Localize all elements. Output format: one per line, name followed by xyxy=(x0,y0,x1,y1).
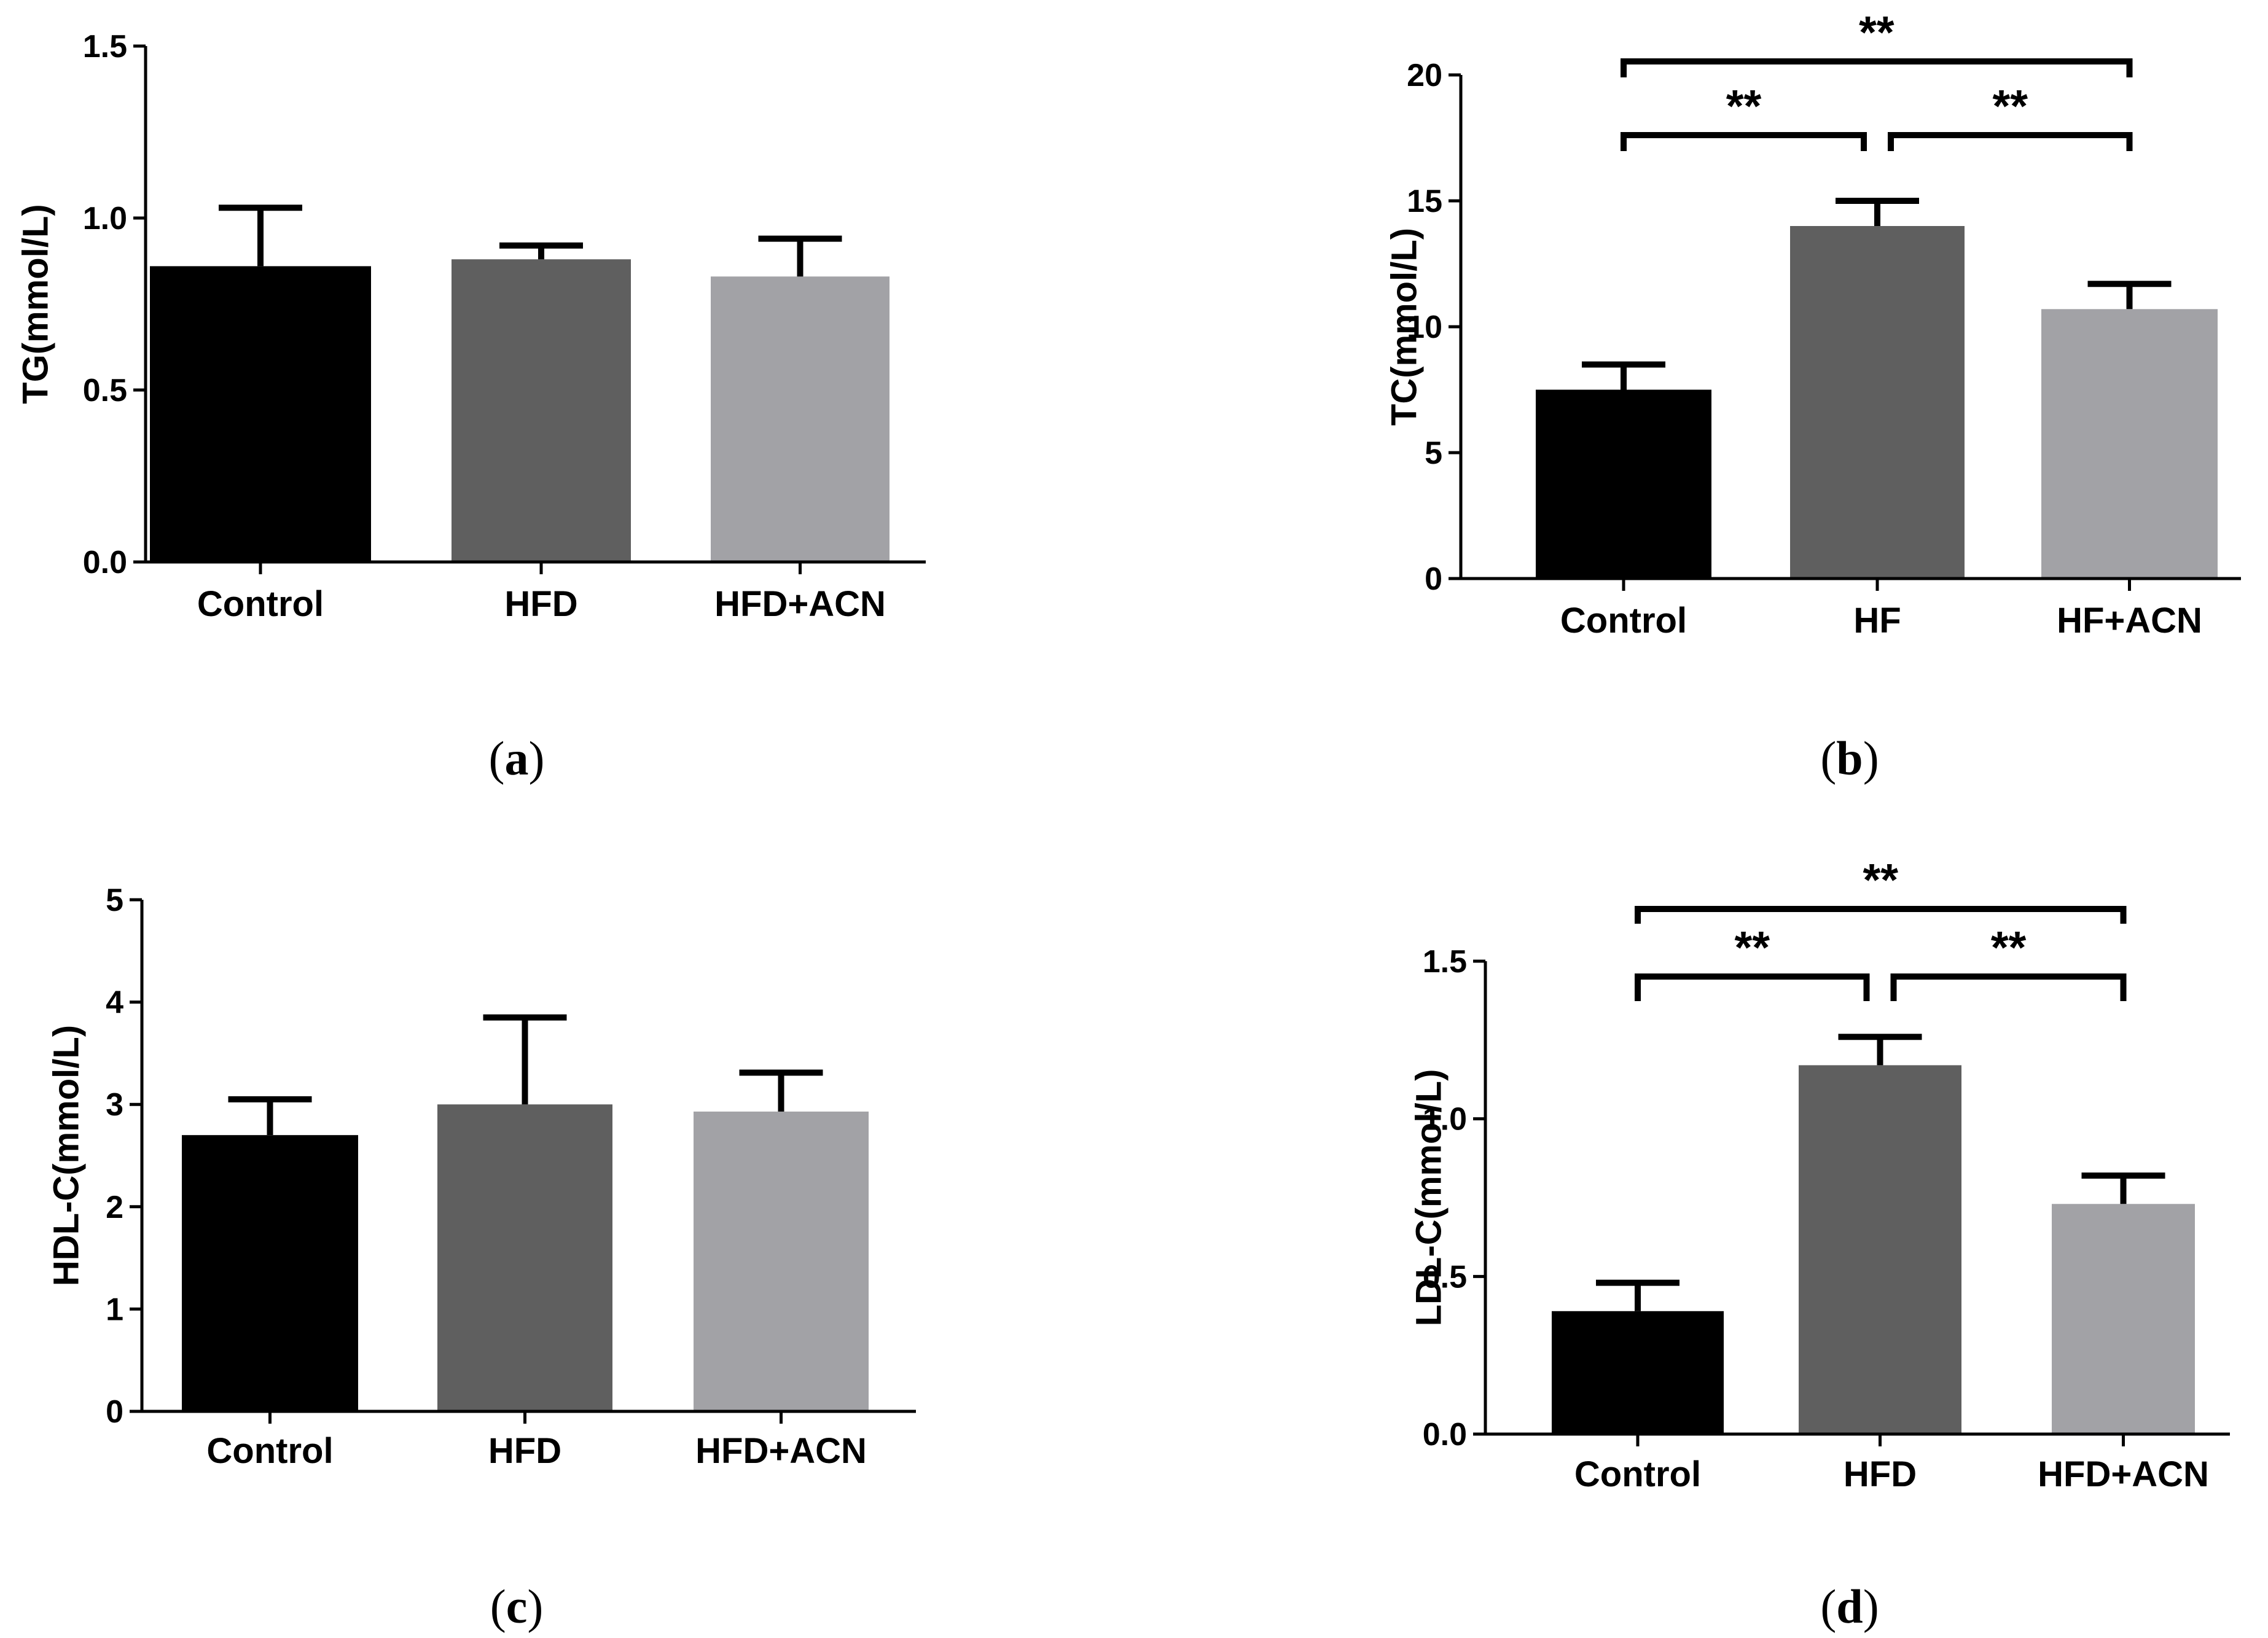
panel-label: (c) xyxy=(490,1580,544,1633)
y-axis-title: TC(mmol/L) xyxy=(1384,228,1424,426)
bar-control xyxy=(150,266,371,562)
panel-a-tg-chart: 0.0 0.5 1.0 1.5 Control HFD HFD+ACN TG(mmol/L) (… xyxy=(15,29,926,785)
y-tick-label: 0 xyxy=(106,1394,123,1430)
y-tick-label: 5 xyxy=(106,883,123,918)
significance-label: ** xyxy=(1734,922,1770,973)
bar-control xyxy=(1536,389,1711,579)
category-label: HFD+ACN xyxy=(695,1431,867,1471)
significance-label: ** xyxy=(1863,854,1898,905)
y-tick-label: 1.5 xyxy=(1423,944,1467,980)
category-label: HFD xyxy=(488,1431,561,1471)
category-label: HFD xyxy=(1844,1454,1917,1494)
panel-b-tc-chart: 0 5 10 15 20 Control HF HF+ACN TC(mmol/L) ** ** ** (… xyxy=(1384,7,2241,785)
error-bar xyxy=(1582,361,1665,390)
bar-hfd-acn xyxy=(694,1111,869,1411)
error-bar xyxy=(739,1069,823,1112)
error-bar xyxy=(758,235,842,277)
error-bar xyxy=(219,205,302,267)
bar-control xyxy=(1552,1311,1724,1434)
significance-bracket xyxy=(1621,132,1867,151)
y-axis-title: TG(mmol/L) xyxy=(15,204,55,404)
error-bar xyxy=(1838,1034,1922,1066)
bar-hf xyxy=(1790,226,1965,579)
bar-hfd-acn xyxy=(2052,1204,2195,1434)
y-tick-label: 2 xyxy=(106,1190,123,1225)
error-bar xyxy=(483,1014,567,1105)
significance-bracket xyxy=(1621,58,2133,77)
y-tick-label: 3 xyxy=(106,1087,123,1123)
significance-label: ** xyxy=(1991,922,2027,973)
category-label: Control xyxy=(197,584,324,624)
significance-label: ** xyxy=(1726,80,1762,131)
y-tick-label: 1 xyxy=(106,1292,123,1327)
error-bar xyxy=(2081,1172,2165,1204)
category-label: Control xyxy=(1574,1454,1701,1494)
bar-hfd xyxy=(452,259,631,562)
category-label: HF xyxy=(1853,601,1901,641)
y-tick-label: 4 xyxy=(106,985,123,1021)
significance-label: ** xyxy=(1992,80,2028,131)
category-label: HFD+ACN xyxy=(714,584,886,624)
panel-d-ldl-chart: 0.0 0.5 1.0 1.5 Control HFD HFD+ACN LDL-C(mmol/… xyxy=(1409,854,2230,1633)
significance-bracket xyxy=(1635,906,2127,924)
y-tick-label: 10 xyxy=(1407,310,1442,345)
bar-hf-acn xyxy=(2041,309,2218,579)
significance-bracket xyxy=(1890,973,2127,1001)
y-tick-label: 0 xyxy=(1425,561,1442,597)
significance-bracket xyxy=(1888,132,2133,151)
y-tick-label: 1.0 xyxy=(1423,1102,1467,1137)
y-tick-label: 1.0 xyxy=(83,201,127,236)
y-axis-title: HDL-C(mmol/L) xyxy=(46,1025,86,1286)
category-label: HF+ACN xyxy=(2057,601,2202,641)
category-label: HFD+ACN xyxy=(2038,1454,2209,1494)
category-label: Control xyxy=(1560,601,1687,641)
significance-bracket xyxy=(1635,973,1870,1001)
y-tick-label: 0.0 xyxy=(83,545,127,580)
panel-label: (a) xyxy=(489,731,545,785)
error-bar xyxy=(1836,198,1919,226)
error-bar xyxy=(1596,1279,1679,1311)
y-tick-label: 1.5 xyxy=(83,29,127,64)
panel-label: (d) xyxy=(1820,1580,1879,1633)
y-tick-label: 0.5 xyxy=(83,373,127,408)
category-label: Control xyxy=(206,1431,333,1471)
bar-hfd xyxy=(1799,1065,1961,1434)
y-tick-label: 20 xyxy=(1407,58,1442,93)
error-bar xyxy=(499,242,583,260)
bar-control xyxy=(182,1135,358,1411)
bar-hfd xyxy=(437,1104,612,1411)
category-label: HFD xyxy=(504,584,577,624)
significance-label: ** xyxy=(1859,7,1895,58)
error-bar xyxy=(228,1096,312,1136)
panel-label: (b) xyxy=(1820,731,1879,785)
error-bar xyxy=(2087,281,2172,310)
y-tick-label: 0.0 xyxy=(1423,1417,1467,1453)
y-tick-label: 5 xyxy=(1425,435,1442,471)
y-tick-label: 15 xyxy=(1407,184,1442,219)
y-tick-label: 0.5 xyxy=(1423,1259,1467,1295)
bar-hfd-acn xyxy=(711,276,890,562)
y-axis-title: LDL-C(mmol/L) xyxy=(1409,1069,1449,1327)
panel-c-hdl-chart: 0 1 2 3 4 5 Control HFD HFD+ACN HDL-C(mmol/L) (c) xyxy=(46,883,916,1633)
